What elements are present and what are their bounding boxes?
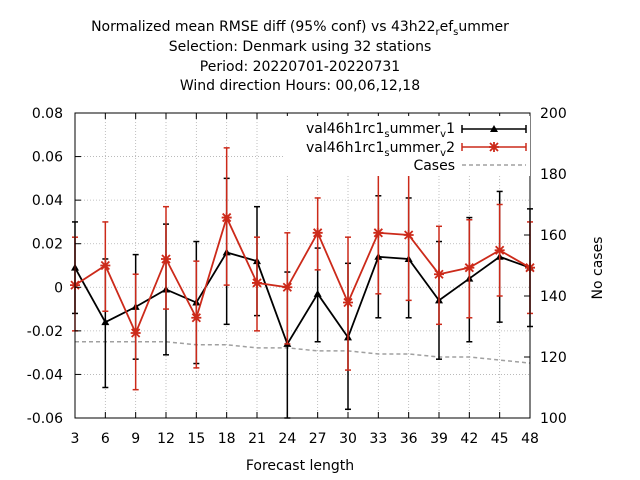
series-2	[70, 147, 535, 391]
legend: val46h1rc1summerv1 val46h1rc1summerv2 Ca…	[285, 116, 530, 176]
legend-1-sub1: s	[384, 129, 389, 140]
y2-tick-label: 180	[540, 167, 567, 183]
data-point-cross	[312, 227, 323, 238]
x-tick-label: 39	[430, 431, 448, 447]
legend-1-mid: ummer	[390, 121, 441, 137]
cases-layer	[75, 341, 531, 364]
data-point-cross	[130, 328, 141, 339]
series-line	[74, 251, 531, 346]
x-tick-label: 24	[278, 431, 296, 447]
legend-2-base: val46h1rc1	[306, 140, 384, 156]
y2-tick-label: 120	[540, 350, 567, 366]
y-tick-label: -0.06	[27, 411, 63, 427]
data-point-cross	[464, 262, 475, 273]
x-tick-label: 42	[460, 431, 478, 447]
legend-triangle-marker	[490, 125, 498, 132]
x-tick-label: 21	[248, 431, 266, 447]
y-tick-label: 0.02	[32, 237, 63, 253]
x-axis-label: Forecast length	[246, 458, 354, 474]
legend-2-sub2: v	[440, 148, 446, 159]
x-tick-label: 6	[101, 431, 110, 447]
x-tick-label: 3	[71, 431, 80, 447]
title-sub-1: r	[435, 27, 440, 38]
data-point-cross	[403, 230, 414, 240]
title-line-1-text: Normalized mean RMSE diff (95% conf) vs …	[91, 19, 435, 35]
data-point-cross	[343, 297, 353, 308]
y-tick-label: 0	[54, 280, 63, 296]
y2-tick-label: 140	[540, 289, 567, 305]
legend-sample-series-1	[461, 125, 527, 133]
x-tick-label: 12	[157, 431, 175, 447]
x-tick-label: 30	[339, 431, 357, 447]
x-tick-label: 48	[521, 431, 539, 447]
data-point-cross	[191, 312, 202, 323]
series-1	[71, 177, 534, 419]
x-tick-label: 9	[131, 431, 140, 447]
data-point-cross	[434, 269, 444, 280]
plot-border	[74, 112, 531, 419]
legend-1-sub2: v	[440, 129, 446, 140]
y-tick-label: 0.04	[32, 193, 63, 209]
title-line-4: Wind direction Hours: 00,06,12,18	[180, 78, 420, 94]
y2-tick-label: 200	[540, 106, 567, 122]
data-point-cross	[252, 277, 262, 288]
title-line-3: Period: 20220701-20220731	[200, 59, 400, 75]
legend-label-cases: Cases	[413, 158, 455, 174]
title-tail: ummer	[458, 19, 509, 35]
data-point-cross	[161, 253, 171, 264]
y-tick-label: -0.02	[27, 324, 63, 340]
legend-1-tail: 1	[446, 121, 455, 137]
legend-2-mid: ummer	[390, 140, 441, 156]
legend-label-series-1: val46h1rc1summerv1	[306, 121, 455, 140]
title-line-2: Selection: Denmark using 32 stations	[169, 39, 432, 55]
series-layer	[70, 147, 535, 419]
title-line-1: Normalized mean RMSE diff (95% conf) vs …	[91, 19, 509, 38]
legend-background	[285, 116, 530, 176]
data-point-triangle	[101, 318, 110, 326]
x-tick-label: 33	[369, 431, 387, 447]
x-tick-label: 15	[187, 431, 205, 447]
chart-title: Normalized mean RMSE diff (95% conf) vs …	[91, 19, 509, 94]
x-tick-label: 18	[218, 431, 236, 447]
legend-1-base: val46h1rc1	[306, 121, 384, 137]
legend-2-sub1: s	[384, 148, 389, 159]
series-line	[74, 215, 531, 336]
legend-label-series-2: val46h1rc1summerv2	[306, 140, 455, 159]
x-tick-label: 36	[400, 431, 418, 447]
x-tick-label: 45	[491, 431, 509, 447]
data-point-cross	[221, 212, 232, 223]
title-mid: ef	[440, 19, 455, 35]
data-point-cross	[373, 227, 384, 238]
legend-sample-series-2	[461, 142, 527, 152]
y2-axis-label: No cases	[590, 237, 606, 300]
title-sub-2: s	[453, 27, 458, 38]
x-tick-label: 27	[309, 431, 327, 447]
data-point-cross	[100, 260, 111, 271]
y-tick-label: 0.08	[32, 106, 63, 122]
tick-labels: 3 6 9 12 15 18 21 24 27 30 33 36 39 42 45 480.080.060.0…	[27, 106, 567, 447]
grid-lines	[75, 113, 530, 418]
cases-line	[75, 341, 531, 364]
legend-2-tail: 2	[446, 140, 455, 156]
data-point-cross	[494, 245, 505, 256]
y-tick-label: 0.06	[32, 150, 63, 166]
data-point-cross	[282, 282, 293, 293]
data-point-triangle	[313, 289, 322, 297]
y2-tick-label: 160	[540, 228, 567, 244]
legend-cross-marker	[489, 142, 499, 152]
y-tick-label: -0.04	[27, 367, 63, 383]
y2-tick-label: 100	[540, 411, 567, 427]
